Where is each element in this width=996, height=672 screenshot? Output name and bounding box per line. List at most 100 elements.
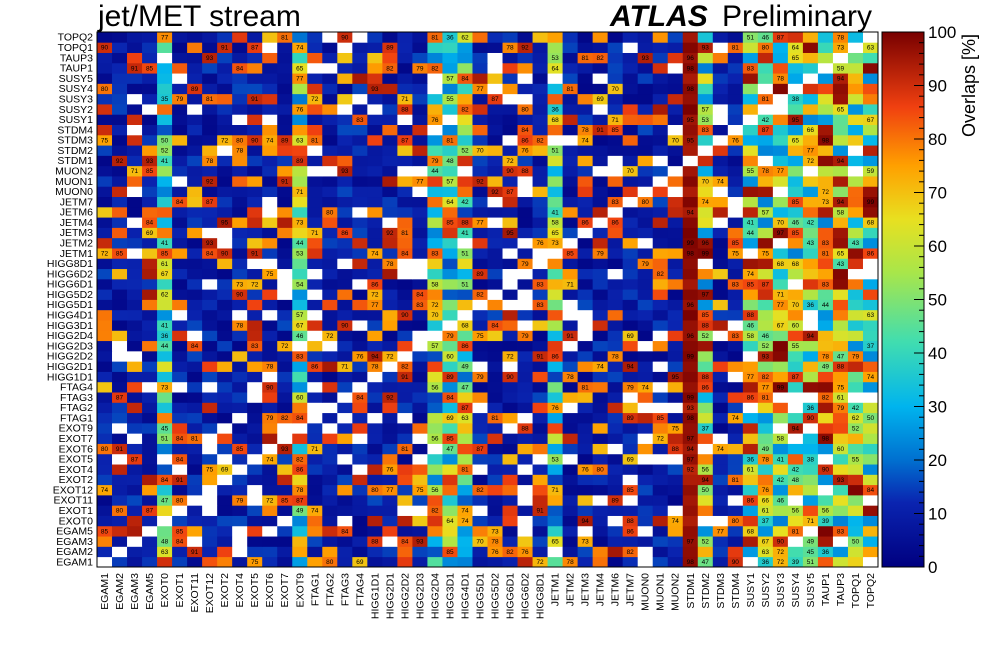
heatmap-cell [487, 453, 503, 465]
heatmap-cell [742, 381, 759, 393]
heatmap-cell-value: 44 [822, 302, 830, 309]
heatmap-cell [307, 93, 323, 105]
heatmap-cell [712, 464, 729, 475]
heatmap-cell [202, 114, 218, 125]
heatmap-cell [97, 309, 113, 321]
heatmap-cell-value: 74 [296, 45, 304, 52]
heatmap-cell-value: 78 [777, 76, 785, 83]
heatmap-cell-value: 93 [281, 446, 289, 453]
heatmap-cell-value: 36 [161, 333, 169, 340]
x-tick-label: TAUP3 [835, 573, 847, 606]
heatmap-cell [322, 237, 338, 249]
heatmap-cell [652, 134, 669, 146]
heatmap-cell [802, 320, 819, 331]
heatmap-cell [292, 350, 308, 362]
heatmap-cell [547, 52, 563, 64]
heatmap-cell [607, 494, 624, 506]
heatmap-cell [862, 104, 879, 115]
heatmap-cell [142, 556, 158, 568]
heatmap-cell [592, 536, 609, 547]
heatmap-cell [472, 299, 488, 311]
heatmap-cell [337, 320, 353, 331]
heatmap-cell [397, 186, 413, 198]
heatmap-cell-value: 85 [627, 487, 635, 494]
heatmap-cell-value: 53 [296, 251, 304, 258]
heatmap-cell [187, 42, 203, 53]
heatmap-cell-value: 84 [161, 477, 169, 484]
heatmap-cell [592, 217, 609, 228]
heatmap-cell [712, 227, 729, 239]
heatmap-cell-value: 89 [446, 374, 454, 381]
heatmap-cell [322, 412, 338, 424]
heatmap-cell [172, 525, 188, 537]
heatmap-cell [667, 248, 684, 259]
heatmap-cell [142, 248, 158, 259]
heatmap-cell [337, 494, 353, 506]
heatmap-cell-value: 72 [777, 559, 785, 566]
heatmap-cell [652, 392, 669, 403]
heatmap-cell-value: 56 [822, 508, 830, 515]
heatmap-cell [502, 505, 518, 516]
heatmap-cell-value: 91 [221, 45, 229, 52]
x-tick-label: HIGG2D3 [414, 573, 426, 619]
heatmap-cell-value: 70 [476, 148, 484, 155]
heatmap-cell [277, 196, 293, 208]
heatmap-cell [262, 104, 278, 115]
heatmap-cell [607, 546, 624, 558]
heatmap-cell [217, 196, 233, 208]
heatmap-cell [502, 453, 518, 465]
heatmap-cell [172, 299, 188, 311]
heatmap-cell [577, 422, 594, 434]
heatmap-cell [217, 73, 233, 84]
heatmap-cell [217, 320, 233, 331]
heatmap-cell [862, 361, 879, 372]
x-tick-label: HIGG6D2 [520, 573, 532, 619]
heatmap-cell [697, 330, 714, 342]
heatmap-cell [157, 289, 173, 300]
heatmap-cell [367, 93, 383, 105]
heatmap-cell [457, 186, 473, 198]
heatmap-cell [472, 145, 488, 156]
heatmap-cell [757, 525, 774, 537]
heatmap-cell [697, 525, 714, 537]
heatmap-cell [697, 484, 714, 496]
heatmap-cell [472, 155, 488, 167]
heatmap-cell-value: 71 [296, 189, 304, 196]
heatmap-cell [172, 474, 188, 486]
heatmap-cell [457, 73, 473, 84]
heatmap-cell [502, 32, 518, 43]
heatmap-cell-value: 76 [356, 353, 364, 360]
heatmap-cell [727, 525, 744, 537]
heatmap-cell-value: 71 [777, 292, 785, 299]
heatmap-cell [757, 124, 774, 136]
heatmap-cell [622, 52, 639, 64]
heatmap-cell [97, 443, 113, 455]
heatmap-cell [847, 484, 864, 496]
heatmap-cell [247, 217, 263, 228]
heatmap-cell [862, 525, 879, 537]
heatmap-cell-value: 50 [852, 539, 860, 546]
heatmap-cell [247, 320, 263, 331]
heatmap-cell [832, 124, 849, 136]
heatmap-cell-value: 90 [807, 415, 815, 422]
heatmap-cell [232, 186, 248, 198]
heatmap-cell [742, 546, 759, 558]
heatmap-cell-value: 98 [687, 86, 695, 93]
heatmap-cell [217, 474, 233, 486]
heatmap-cell [562, 525, 579, 537]
heatmap-cell [172, 494, 188, 506]
heatmap-cell [442, 83, 458, 95]
heatmap-cell-value: 61 [762, 508, 770, 515]
heatmap-cell [607, 278, 624, 290]
heatmap-cell [262, 443, 278, 455]
heatmap-cell [472, 330, 488, 342]
heatmap-cell [157, 443, 173, 455]
heatmap-cell [247, 443, 263, 455]
heatmap-cell [487, 556, 503, 568]
heatmap-cell [112, 217, 128, 228]
heatmap-cell [247, 350, 263, 362]
heatmap-cell-value: 72 [221, 137, 229, 144]
heatmap-cell [337, 248, 353, 259]
heatmap-cell [472, 536, 488, 547]
heatmap-cell [322, 73, 338, 84]
